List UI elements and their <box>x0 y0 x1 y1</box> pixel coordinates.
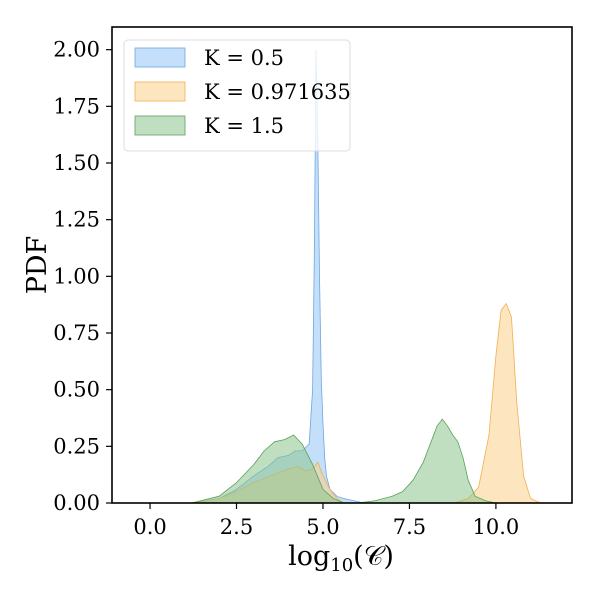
x-tick-label: 0.0 <box>133 515 166 539</box>
y-tick-label: 0.75 <box>53 321 100 345</box>
x-tick-label: 7.5 <box>393 515 426 539</box>
x-axis: 0.0 2.5 5.0 7.5 10.0 <box>133 503 519 539</box>
y-axis: 0.00 0.25 0.50 0.75 1.00 1.25 1.50 1.75 2.00 <box>53 38 112 515</box>
legend: K = 0.5 K = 0.971635 K = 1.5 <box>123 39 351 152</box>
x-tick-label: 5.0 <box>306 515 339 539</box>
plot-frame <box>111 26 573 504</box>
series-area-3 <box>191 418 496 504</box>
y-tick-label: 1.50 <box>53 151 100 175</box>
y-tick-label: 1.75 <box>53 94 100 118</box>
x-tick-label: 10.0 <box>473 515 520 539</box>
x-axis-label-sub: 10 <box>330 555 353 576</box>
legend-label-1: K = 0.5 <box>204 46 284 70</box>
y-tick-label: 1.25 <box>53 208 100 232</box>
x-tick-label: 2.5 <box>220 515 253 539</box>
x-axis-label: log10(𝒞) <box>288 541 394 576</box>
legend-label-3: K = 1.5 <box>204 114 284 138</box>
legend-label-2: K = 0.971635 <box>204 80 351 104</box>
y-tick-label: 0.25 <box>53 434 100 458</box>
plot-area: 0.0 2.5 5.0 7.5 10.0 0.00 0.25 0.50 0.75 1.00 1.2… <box>53 26 573 539</box>
y-tick-label: 1.00 <box>53 264 100 288</box>
legend-swatch-2 <box>134 81 186 102</box>
y-tick-label: 0.00 <box>53 491 100 515</box>
legend-swatch-1 <box>134 47 186 68</box>
y-tick-label: 2.00 <box>53 38 100 62</box>
y-tick-label: 0.50 <box>53 378 100 402</box>
y-axis-label: PDF <box>22 236 53 295</box>
legend-swatch-3 <box>134 115 186 136</box>
series-area-2 <box>191 302 542 504</box>
x-axis-label-arg: (𝒞) <box>353 541 394 572</box>
x-axis-label-main: log <box>288 541 330 572</box>
